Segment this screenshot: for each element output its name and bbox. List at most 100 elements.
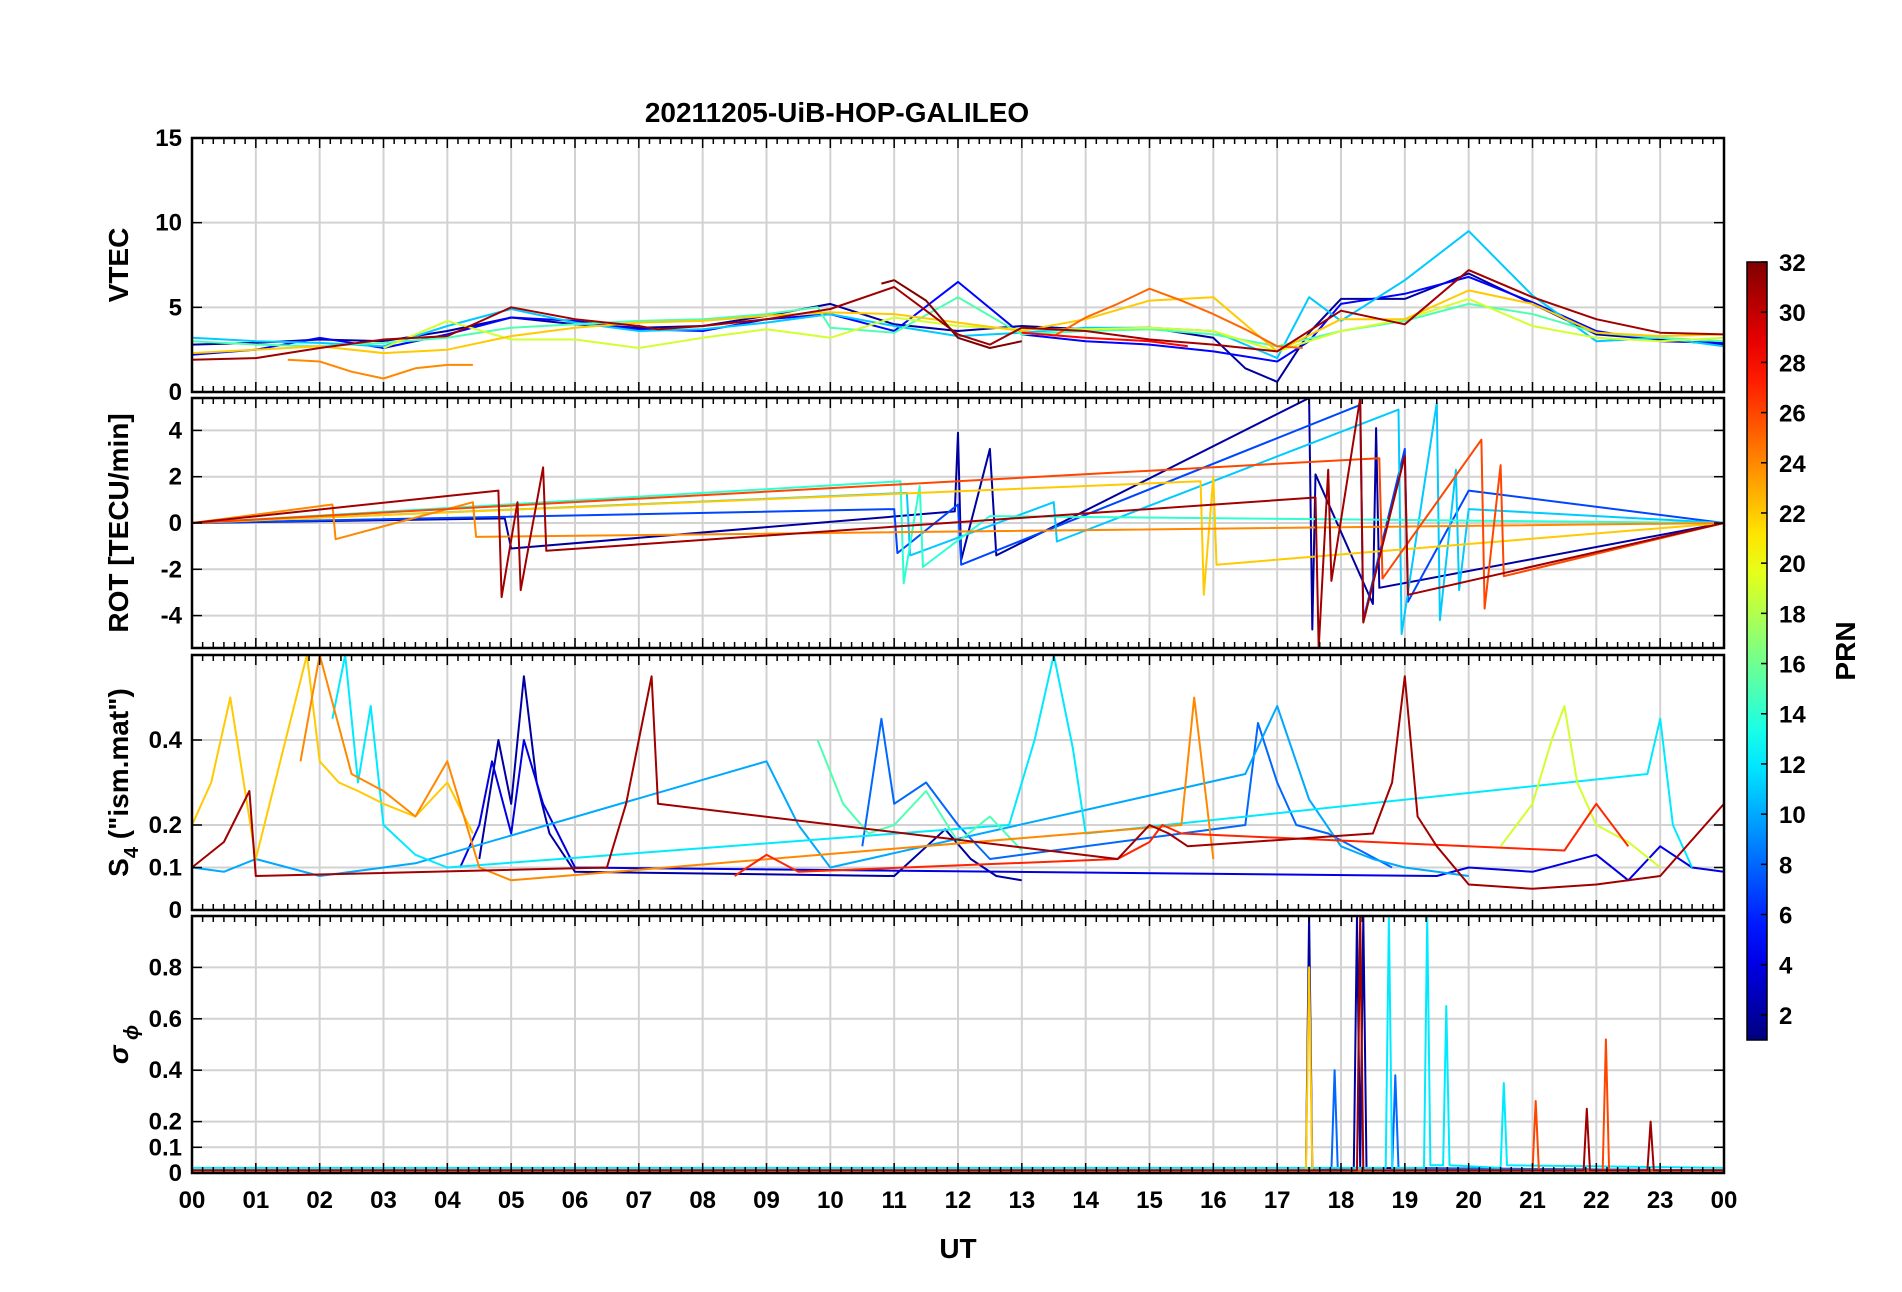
colorbar-tick-label: 22: [1779, 501, 1806, 528]
series-line-prn-31: [192, 398, 1724, 648]
series-line-prn-24: [299, 655, 1215, 882]
series-line-prn-32: [881, 279, 1023, 349]
y-tick-label: 0.2: [149, 1109, 182, 1136]
y-axis-label-sigma_phi: σ ϕ: [103, 1025, 143, 1064]
series-line-prn-10: [192, 705, 1469, 877]
series-line-prn-2: [478, 675, 1022, 882]
series-line-prn-4: [459, 739, 1724, 882]
y-tick-label: 0.2: [149, 812, 182, 839]
y-tick-label: 2: [169, 464, 182, 491]
x-tick-label: 04: [434, 1187, 461, 1214]
panel-frame: [190, 914, 1726, 1175]
x-tick-label: 19: [1391, 1187, 1418, 1214]
panel-sigma_phi: 00.10.2 0.4 0.6 0.8 σ ϕ: [103, 914, 1726, 1187]
colorbar-tick-label: 4: [1779, 953, 1793, 980]
y-tick-label: 0.1: [149, 855, 182, 882]
series-line-prn-27: [734, 802, 1630, 877]
x-tick-label: 06: [562, 1187, 589, 1214]
x-tick-label: 14: [1072, 1187, 1099, 1214]
y-tick-label: 10: [155, 210, 182, 237]
series-line-prn-15: [192, 296, 1724, 348]
series-line-prn-2: [192, 398, 1724, 631]
series-line-prn-31: [192, 269, 1724, 361]
series-line-prn-22: [192, 475, 1724, 596]
colorbar-tick-label: 8: [1779, 852, 1792, 879]
x-tick-label: 20: [1455, 1187, 1482, 1214]
series-line-prn-14: [192, 480, 1724, 585]
panel-s4: 0 0.1 0.2 0.4S4 ("ism.mat"): [103, 653, 1726, 924]
series-line-prn-28: [1021, 331, 1188, 348]
colorbar-tick-label: 24: [1779, 451, 1806, 478]
y-tick-label: -2: [161, 556, 182, 583]
x-axis-label: UT: [939, 1233, 976, 1264]
x-tick-label: 23: [1647, 1187, 1674, 1214]
colorbar-tick-label: 14: [1779, 702, 1806, 729]
x-tick-label: 00: [179, 1187, 206, 1214]
series-line-prn-22: [192, 655, 474, 860]
series-line-prn-15: [816, 739, 1023, 852]
x-tick-label: 17: [1264, 1187, 1291, 1214]
x-axis: 00 01 02 03 04 05 06 07 08 09 10 11 12 13 14 15 16 17 18 19…: [179, 1187, 1738, 1214]
series-group: [192, 398, 1724, 648]
series-line-prn-31: [192, 916, 1724, 1172]
series-group: [192, 230, 1724, 383]
x-tick-label: 09: [753, 1187, 780, 1214]
x-tick-label: 00: [1711, 1187, 1738, 1214]
colorbar-tick-label: 16: [1779, 652, 1806, 679]
series-line-prn-25: [1053, 287, 1303, 349]
series-group: [192, 916, 1724, 1172]
series-line-prn-8: [861, 717, 1393, 869]
y-tick-label: 0: [169, 379, 182, 406]
y-tick-label: 15: [155, 125, 182, 152]
panel-vtec: 0 5 10 15 VTEC: [103, 125, 1726, 406]
y-axis-label-vtec: VTEC: [103, 228, 134, 303]
x-tick-label: 01: [242, 1187, 269, 1214]
panel-rot: -4 -2 0 2 4 ROT [TECU/min]: [103, 396, 1726, 650]
x-tick-label: 16: [1200, 1187, 1227, 1214]
chart-title: 20211205-UiB-HOP-GALILEO: [645, 97, 1029, 128]
x-tick-label: 12: [945, 1187, 972, 1214]
panel-frame: [190, 136, 1726, 394]
y-tick-label: 0: [169, 897, 182, 924]
series-line-prn-24: [192, 501, 1724, 541]
colorbar-tick-label: 28: [1779, 350, 1806, 377]
x-tick-label: 21: [1519, 1187, 1546, 1214]
y-tick-label: 0: [169, 510, 182, 537]
colorbar-label: PRN: [1830, 621, 1861, 680]
series-line-prn-11: [192, 401, 1724, 636]
x-tick-label: 07: [625, 1187, 652, 1214]
y-axis-label-s4: S4 ("ism.mat"): [103, 688, 143, 877]
colorbar-tick-label: 2: [1779, 1003, 1792, 1030]
panel-frame: [190, 653, 1726, 912]
y-tick-label: 0: [169, 1160, 182, 1187]
x-tick-label: 05: [498, 1187, 525, 1214]
y-tick-label: 0.1: [149, 1134, 182, 1161]
y-axis-label-rot: ROT [TECU/min]: [103, 413, 134, 632]
series-line-prn-26: [192, 438, 1724, 610]
series-line-prn-12: [192, 916, 1724, 1169]
series-line-prn-12: [331, 655, 1694, 869]
colorbar-gradient: [1746, 261, 1768, 1041]
x-tick-label: 13: [1008, 1187, 1035, 1214]
colorbar-tick-label: 32: [1779, 250, 1806, 277]
x-tick-label: 02: [306, 1187, 333, 1214]
y-tick-label: 0.8: [149, 954, 182, 981]
x-tick-label: 03: [370, 1187, 397, 1214]
y-tick-label: 0.4: [149, 727, 183, 754]
x-tick-label: 10: [817, 1187, 844, 1214]
x-tick-label: 11: [881, 1187, 906, 1214]
colorbar-tick-label: 30: [1779, 300, 1806, 327]
y-tick-label: 0.4: [149, 1057, 183, 1084]
x-tick-label: 15: [1136, 1187, 1163, 1214]
colorbar-tick-label: 12: [1779, 752, 1806, 779]
series-line-prn-22: [192, 289, 1724, 355]
series-line-prn-31: [192, 675, 1724, 890]
colorbar-tick-label: 18: [1779, 601, 1806, 628]
series-line-prn-24: [287, 358, 473, 380]
series-group: [192, 655, 1724, 890]
colorbar-tick-label: 6: [1779, 903, 1792, 930]
y-tick-label: 4: [169, 417, 183, 444]
